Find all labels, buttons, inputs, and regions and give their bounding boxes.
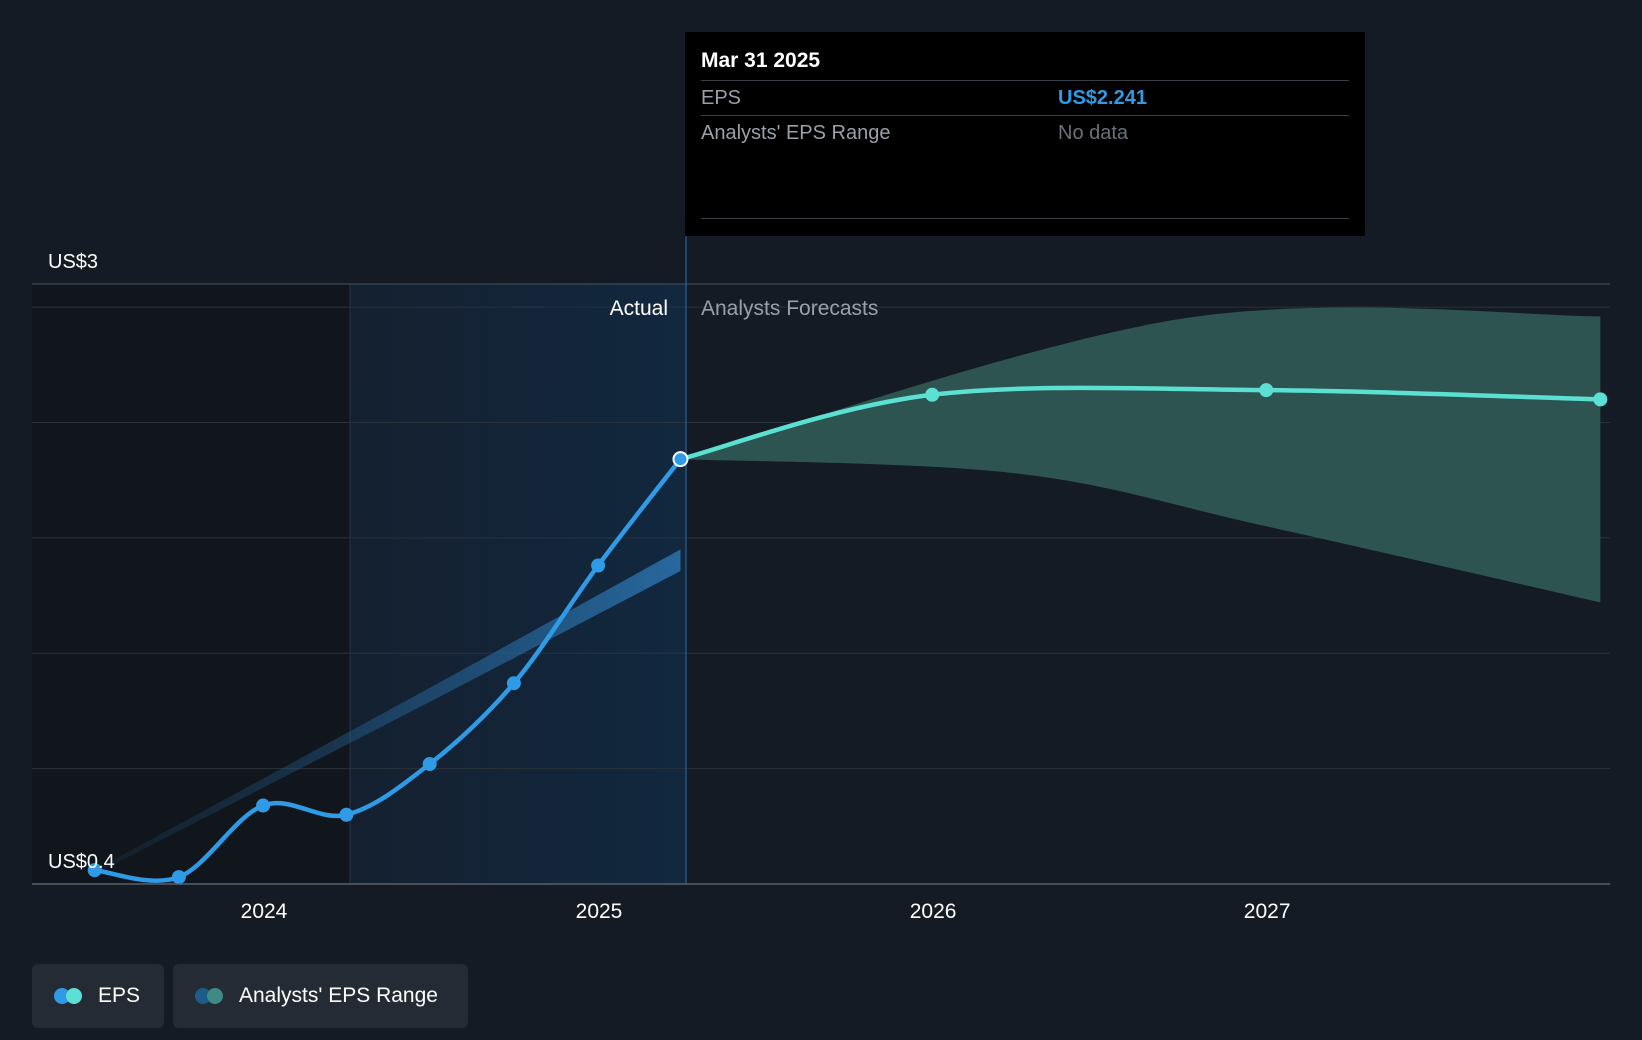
forecast-label: Analysts Forecasts [701,297,878,320]
eps-actual-point[interactable] [339,807,354,822]
tooltip-range-row: Analysts' EPS Range No data [701,116,1349,150]
eps-actual-point[interactable] [591,558,606,573]
x-tick-label: 2025 [576,900,623,923]
eps-forecast-point[interactable] [925,387,940,402]
eps-forecast-line [678,385,1603,462]
actual-label: Actual [610,297,668,320]
eps-actual-point[interactable] [506,676,521,691]
eps-actual-point[interactable] [422,757,437,771]
hover-tooltip: Mar 31 2025 EPS US$2.241 Analysts' EPS R… [685,32,1365,236]
eps-actual-point[interactable] [87,863,102,878]
tooltip-range-value: No data [1058,122,1129,144]
y-label-bottom: US$0.4 [48,851,115,873]
legend-eps-button[interactable]: EPS [32,964,164,1028]
x-tick-label: 2027 [1244,900,1291,923]
y-label-top: US$3 [48,251,98,273]
past-estimate-band [94,549,681,875]
tooltip-divider [701,218,1349,219]
eps-forecast-point[interactable] [1259,383,1274,398]
past-region-shade [32,284,350,884]
legend-range-label: Analysts' EPS Range [239,984,438,1007]
legend-eps-label: EPS [98,984,141,1007]
legend-range-button[interactable]: Analysts' EPS Range [173,964,468,1028]
range-legend-icon [195,987,229,1005]
tooltip-eps-row: EPS US$2.241 [701,81,1349,116]
eps-actual-point[interactable] [171,870,186,885]
tooltip-eps-value: US$2.241 [1058,87,1147,109]
analysts-eps-range-band [680,307,1601,603]
tooltip-eps-label: EPS [701,87,742,109]
x-tick-label: 2024 [241,900,288,923]
eps-forecast-point[interactable] [1593,392,1608,407]
tooltip-date: Mar 31 2025 [701,44,1349,81]
eps-selected-point[interactable] [672,451,689,468]
tooltip-range-label: Analysts' EPS Range [701,122,891,144]
x-tick-label: 2026 [910,900,957,923]
eps-legend-icon [54,987,88,1005]
eps-actual-point[interactable] [256,798,271,813]
